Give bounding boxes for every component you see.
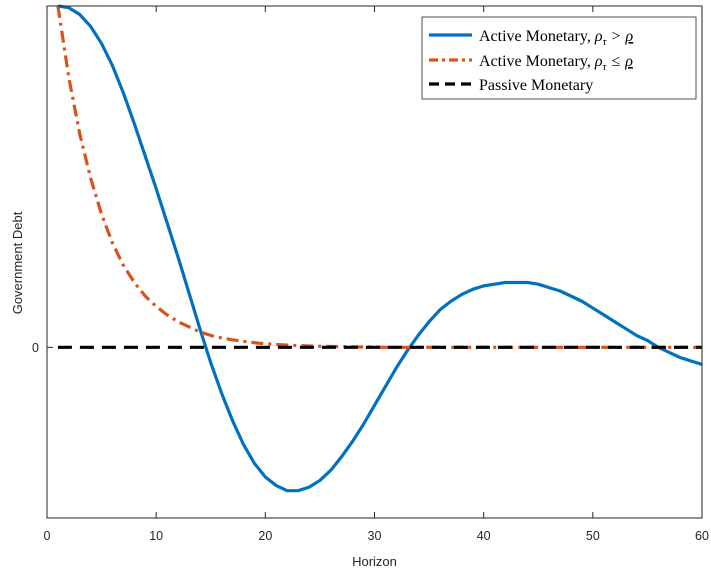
tick-layer: 0 10 20 30 40 50 60 0 (32, 6, 709, 543)
y-axis-label: Government Debt (10, 211, 25, 314)
x-tick-label: 60 (695, 529, 709, 543)
legend: Active Monetary, ρτ > ρ Active Monetary, ρ… (421, 16, 697, 100)
legend-label-active-above: Active Monetary, ρτ > ρ (479, 28, 633, 48)
x-tick-label: 10 (149, 529, 163, 543)
x-axis-label: Horizon (352, 554, 397, 569)
legend-label-passive: Passive Monetary (479, 77, 593, 94)
x-tick-label: 50 (586, 529, 600, 543)
series-line-0 (57, 4, 703, 493)
x-tick-label: 30 (368, 529, 382, 543)
legend-label-active-below: Active Monetary, ρτ ≤ ρ (479, 53, 633, 73)
x-tick-label: 40 (477, 529, 491, 543)
x-tick-label: 0 (44, 529, 51, 543)
series-layer (56, 4, 703, 493)
x-tick-label: 20 (258, 529, 272, 543)
y-tick-label: 0 (32, 341, 39, 355)
